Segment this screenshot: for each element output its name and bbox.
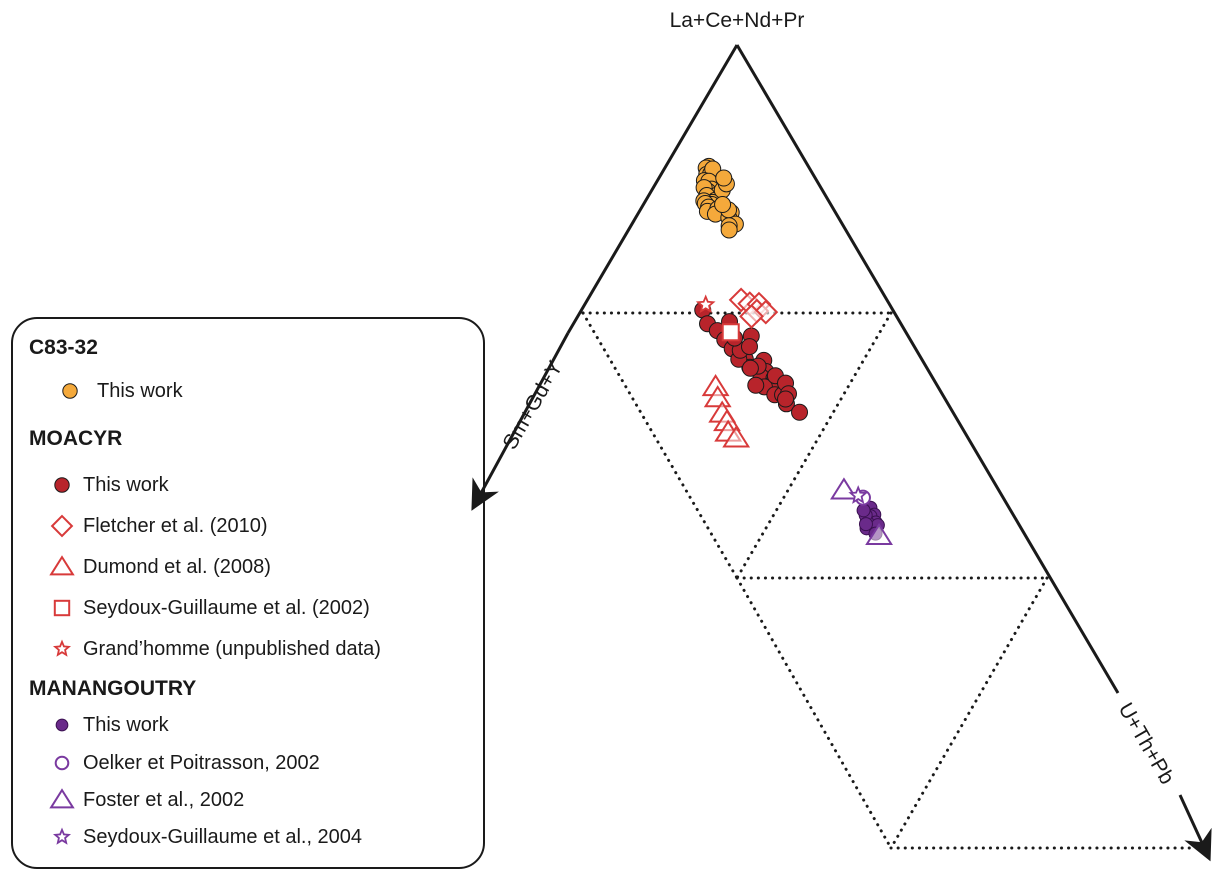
legend-group-title: MOACYR — [29, 427, 123, 450]
legend-entry: Grand’homme (unpublished data) — [47, 634, 381, 664]
series-3 — [728, 287, 779, 329]
legend-label: Dumond et al. (2008) — [83, 555, 271, 578]
legend-entry: Foster et al., 2002 — [47, 785, 244, 815]
legend-entry: This work — [55, 376, 183, 406]
data-point — [703, 385, 732, 408]
data-point — [715, 169, 733, 187]
legend-marker — [52, 827, 72, 845]
legend-marker — [52, 639, 72, 657]
legend-marker-icon — [62, 383, 78, 399]
data-point — [722, 425, 751, 448]
data-point — [714, 196, 732, 214]
legend-label: Fletcher et al. (2010) — [83, 514, 268, 537]
legend-label: Foster et al., 2002 — [83, 788, 245, 811]
legend-marker — [54, 477, 70, 493]
legend-entry: This work — [47, 470, 169, 500]
axis-line-right — [735, 44, 1120, 694]
data-point — [739, 303, 764, 329]
legend-marker-icon — [49, 788, 75, 809]
legend-label: This work — [97, 379, 183, 402]
legend-marker-icon — [49, 555, 75, 576]
legend-entry: Seydoux-Guillaume et al. (2002) — [47, 593, 370, 623]
data-point — [720, 221, 738, 239]
data-point — [721, 323, 740, 342]
data-point — [740, 338, 758, 356]
legend-marker — [49, 555, 75, 576]
data-points — [694, 157, 893, 546]
legend-label: Oelker et Poitrasson, 2002 — [83, 751, 320, 774]
legend-entry: Seydoux-Guillaume et al., 2004 — [47, 822, 362, 852]
series-10 — [848, 485, 869, 504]
legend-group-title: C83-32 — [29, 336, 98, 359]
series-1 — [695, 157, 744, 239]
legend-marker — [62, 383, 78, 399]
legend-marker-icon — [52, 639, 72, 657]
series-5 — [721, 323, 740, 342]
legend-entry: Dumond et al. (2008) — [47, 552, 271, 582]
data-point — [777, 390, 795, 408]
guide-line-6 — [889, 576, 1049, 850]
legend-label: Grand’homme (unpublished data) — [83, 637, 381, 660]
legend-marker — [55, 718, 69, 732]
apex-labels: La+Ce+Nd+Pr Sm+Gd+Y U+Th+Pb — [498, 9, 1178, 788]
series-4 — [701, 373, 751, 448]
data-point — [747, 376, 765, 394]
legend-marker-icon — [52, 827, 72, 845]
data-point — [791, 403, 809, 421]
guide-line-3 — [735, 311, 893, 580]
axis-arrow-left — [471, 332, 570, 511]
data-point — [695, 294, 716, 314]
legend-marker-icon — [53, 599, 71, 617]
legend-marker-icon — [54, 755, 70, 771]
legend-entry: Fletcher et al. (2010) — [47, 511, 268, 541]
apex-label-left: Sm+Gd+Y — [498, 357, 567, 453]
data-point — [858, 517, 873, 532]
legend-label: Seydoux-Guillaume et al., 2004 — [83, 825, 363, 848]
legend-entry: Oelker et Poitrasson, 2002 — [47, 748, 320, 778]
legend-marker-icon — [55, 718, 69, 732]
legend-marker-icon — [54, 477, 70, 493]
series-6 — [695, 294, 716, 314]
legend-entry: This work — [47, 710, 169, 740]
legend-marker-icon — [50, 514, 74, 538]
legend-label: Seydoux-Guillaume et al. (2002) — [83, 596, 370, 619]
data-point — [848, 485, 869, 504]
legend-label: This work — [83, 713, 169, 736]
ternary-axes — [471, 44, 1212, 862]
axis-arrow-right — [1178, 794, 1212, 862]
axis-line-left — [566, 44, 739, 334]
dotted-guide-lines — [581, 311, 1197, 850]
data-point — [865, 522, 893, 546]
legend-group-title: MANANGOUTRY — [29, 677, 197, 700]
data-point — [741, 359, 759, 377]
apex-label-top: La+Ce+Nd+Pr — [670, 9, 805, 32]
guide-line-5 — [735, 576, 893, 850]
legend-marker — [53, 599, 71, 617]
data-point — [856, 503, 871, 518]
legend-marker — [49, 788, 75, 809]
legend-marker — [50, 514, 74, 538]
guide-line-2 — [581, 311, 739, 580]
legend-label: This work — [83, 473, 169, 496]
apex-label-right: U+Th+Pb — [1114, 699, 1179, 788]
legend-marker — [54, 755, 70, 771]
legend: C83-32 This work MOACYR This work Fletcher e… — [11, 317, 485, 869]
